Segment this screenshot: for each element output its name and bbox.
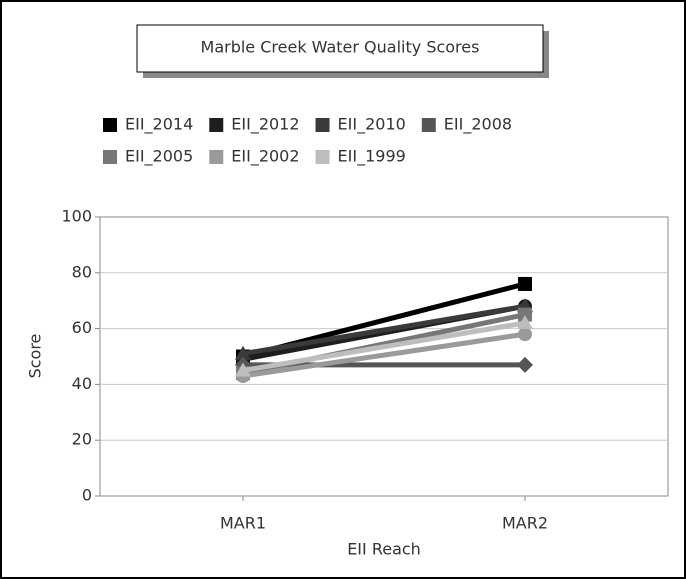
- marker: [518, 307, 532, 322]
- x-tick-label: MAR2: [502, 514, 548, 533]
- legend-label: EII_2005: [125, 147, 193, 167]
- marker: [235, 362, 251, 377]
- legend-label: EII_2010: [338, 115, 406, 135]
- chart-title: Marble Creek Water Quality Scores: [201, 38, 480, 57]
- legend-label: EII_2002: [231, 147, 299, 167]
- y-tick-label: 20: [72, 430, 92, 449]
- y-axis-label: Score: [26, 334, 45, 379]
- marker: [518, 327, 532, 342]
- y-tick-label: 100: [61, 207, 92, 226]
- marker: [235, 345, 251, 360]
- series-line: [242, 320, 526, 373]
- legend-swatch: [103, 150, 117, 164]
- y-tick-label: 40: [72, 374, 92, 393]
- x-tick-label: MAR1: [220, 514, 266, 533]
- legend-swatch: [103, 118, 117, 132]
- legend-label: EII_1999: [338, 147, 406, 167]
- legend-label: EII_2014: [125, 115, 193, 135]
- y-tick-label: 60: [72, 318, 92, 337]
- marker: [517, 315, 533, 330]
- series-line: [242, 331, 526, 379]
- legend-swatch: [315, 118, 330, 132]
- legend-swatch: [209, 118, 224, 132]
- title-box: [136, 24, 544, 73]
- legend-label: EII_2012: [231, 115, 299, 135]
- y-tick-label: 0: [82, 486, 92, 505]
- series-line: [242, 303, 526, 357]
- marker: [518, 276, 532, 291]
- x-axis-label: EII Reach: [347, 540, 421, 559]
- marker: [517, 356, 533, 373]
- legend-swatch: [315, 150, 330, 164]
- y-tick-label: 80: [72, 262, 92, 281]
- legend-swatch: [421, 118, 436, 132]
- legend-swatch: [209, 150, 224, 164]
- legend-label: EII_2008: [444, 115, 512, 135]
